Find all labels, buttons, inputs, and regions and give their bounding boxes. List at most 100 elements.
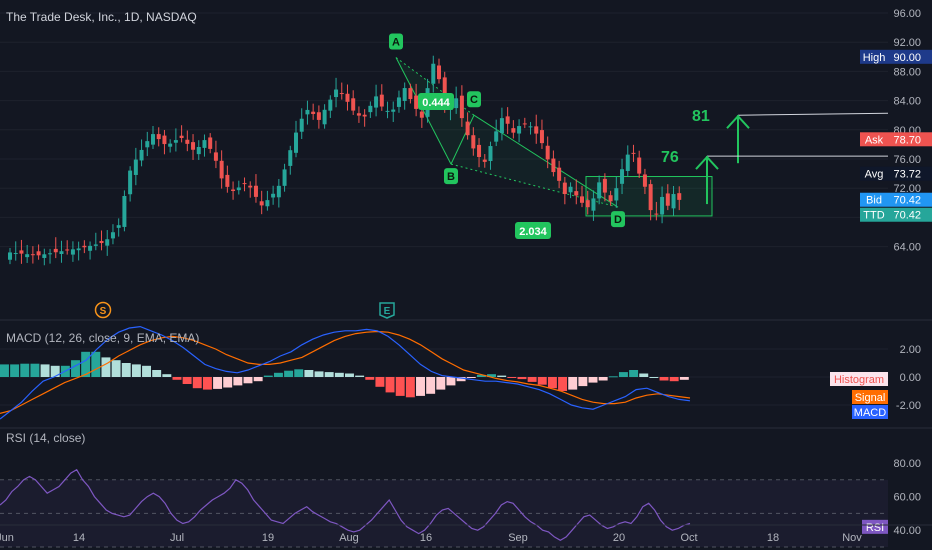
macd-histogram-bar — [182, 377, 192, 384]
macd-histogram-bar — [405, 377, 415, 398]
candle-body — [70, 249, 75, 255]
macd-legend-signal: Signal — [852, 390, 888, 404]
time-tick-label: 14 — [73, 532, 85, 544]
candle-body — [671, 194, 676, 209]
candle-body — [213, 152, 218, 161]
macd-histogram-bar — [294, 369, 304, 377]
macd-histogram-bar — [558, 377, 568, 391]
macd-tick-label: 0.00 — [900, 372, 921, 384]
time-axis[interactable]: Jun 14 Jul 19 Aug 16 Sep 20 Oct 18 Nov — [0, 532, 862, 544]
candle-body — [25, 254, 30, 258]
candle-body — [539, 130, 544, 144]
candle-body — [391, 109, 396, 112]
pattern-ratio-box — [418, 93, 454, 110]
candle-body — [231, 189, 236, 191]
candle-body — [654, 213, 659, 215]
macd-histogram-bar — [202, 377, 212, 390]
candle-body — [677, 193, 682, 200]
price-label-name: Bid — [866, 195, 882, 207]
pattern-point-marker — [444, 168, 458, 185]
price-tick-label: 64.00 — [893, 242, 921, 254]
candle-body — [208, 137, 213, 149]
candle-body — [477, 144, 482, 157]
price-label-tag — [860, 192, 888, 207]
macd-histogram-bar — [91, 351, 101, 377]
candle-body — [625, 154, 630, 171]
candle-body — [99, 240, 104, 244]
macd-histogram-bar — [253, 377, 263, 382]
macd-histogram-bar — [20, 363, 30, 377]
candle-body — [30, 254, 35, 256]
macd-histogram-bar — [314, 371, 324, 377]
macd-histogram-bar — [111, 360, 121, 377]
price-label-avg: Avg 73.72 — [860, 166, 932, 181]
time-tick: Nov — [842, 532, 862, 544]
macd-histogram-bar — [162, 374, 172, 377]
event-marker-e[interactable]: E — [379, 302, 395, 319]
candle-body — [648, 184, 653, 211]
macd-histogram-bar — [152, 370, 162, 377]
candle-body — [242, 183, 247, 185]
grid — [0, 12, 888, 248]
candle-body — [580, 196, 584, 203]
price-label-bid: Bid 70.42 — [860, 192, 932, 207]
pattern-overlay: A B C D 0.444 2.034 81 76 — [389, 33, 889, 239]
macd-histogram-bar — [608, 376, 618, 378]
candle-body — [511, 128, 516, 133]
candle-body — [414, 95, 419, 109]
macd-histogram-bar — [81, 351, 91, 377]
pattern-leg — [473, 114, 619, 208]
target-76: 76 — [661, 149, 888, 205]
candle-body — [128, 170, 133, 195]
price-label-value-bg — [888, 207, 932, 222]
candle-body — [402, 88, 407, 101]
candle-body — [562, 182, 567, 195]
price-label-tag — [860, 207, 888, 222]
time-tick-label: Oct — [680, 532, 697, 544]
macd-histogram-bar — [213, 377, 223, 389]
time-tick-label: 19 — [262, 532, 274, 544]
macd-histogram-bar — [30, 363, 40, 377]
macd-histogram-bar — [131, 364, 141, 377]
candle-body — [551, 158, 556, 173]
macd-histogram-bar — [507, 377, 517, 378]
macd-legend-histogram: Histogram — [830, 372, 888, 386]
candle-body — [265, 200, 270, 207]
candle-body — [105, 239, 110, 246]
price-label-value-bg — [888, 49, 932, 64]
candle-body — [660, 196, 665, 215]
price-tick-label: 72.00 — [893, 183, 921, 195]
candle-body — [93, 244, 98, 246]
pattern-point-marker — [611, 211, 625, 228]
price-label-value-bg — [888, 132, 932, 147]
time-tick: Oct — [680, 532, 697, 544]
candle-body — [196, 147, 201, 155]
macd-tick-label: -2.00 — [896, 400, 921, 412]
candle-body — [42, 254, 47, 258]
candle-body — [202, 140, 207, 148]
macd-histogram-bar — [50, 365, 60, 377]
candle-body — [59, 251, 64, 255]
macd-histogram-bar — [334, 372, 344, 377]
rsi-line — [0, 468, 691, 541]
candle-body — [145, 141, 150, 148]
macd-signal-line — [0, 330, 691, 414]
candle-body — [116, 225, 121, 228]
candle-body — [13, 253, 18, 255]
macd-histogram-bar — [537, 377, 547, 385]
candle-body — [253, 185, 258, 197]
macd-histogram-bar — [172, 377, 182, 380]
price-labels: High 90.00 Ask 78.70 Avg 73.72 Bid 70.42 TTD 70.4… — [860, 49, 932, 222]
macd-label: MACD (12, 26, close, 9, EMA, EMA) — [6, 331, 199, 345]
macd-histogram-bar — [629, 370, 639, 377]
candle-body — [637, 157, 642, 174]
price-label-value: 70.42 — [893, 210, 921, 222]
event-marker-s[interactable]: S — [94, 301, 112, 319]
candle-body — [19, 250, 24, 254]
macd-histogram-bar — [669, 377, 679, 382]
candle-body — [328, 99, 333, 111]
target-81: 81 — [692, 108, 889, 164]
macd-histogram-bar — [659, 377, 669, 381]
